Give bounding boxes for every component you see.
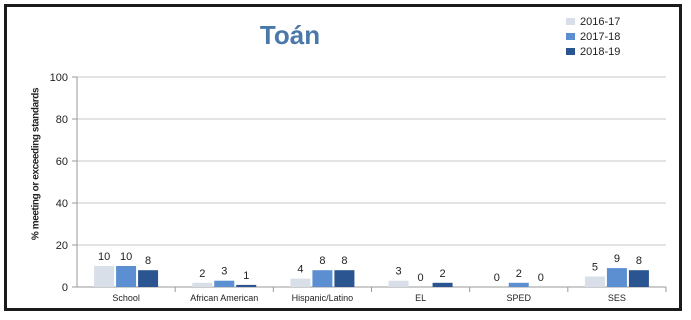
- legend-swatch-2017-18: [566, 33, 575, 40]
- legend-item-2017-18: 2017-18: [566, 29, 620, 44]
- x-tick-label: African American: [190, 293, 258, 303]
- data-label-sped-2017-18: 2: [516, 268, 522, 280]
- chart-frame: [4, 4, 682, 311]
- x-tick-label: EL: [415, 293, 426, 303]
- bar-ses-2017-18: [606, 268, 627, 287]
- data-label-ses-2017-18: 9: [614, 253, 620, 265]
- x-tick-label: SPED: [506, 293, 531, 303]
- data-label-african-american-2018-19: 1: [243, 270, 249, 282]
- y-tick-label-60: 60: [56, 156, 68, 168]
- bar-school-2018-19: [138, 270, 159, 287]
- bar-ses-2016-17: [584, 276, 605, 287]
- legend-label-2016-17: 2016-17: [580, 15, 621, 28]
- y-tick-label-40: 40: [56, 198, 68, 210]
- bar-african-american-2018-19: [236, 284, 257, 287]
- data-label-ses-2016-17: 5: [592, 262, 598, 274]
- data-label-el-2018-19: 2: [440, 268, 446, 280]
- y-tick-label-20: 20: [56, 240, 68, 252]
- legend-label-2018-19: 2018-19: [580, 45, 621, 58]
- data-label-school-2017-18: 10: [120, 251, 132, 263]
- chart-legend: 2016-17 2017-18 2018-19: [566, 14, 620, 59]
- legend-label-2017-18: 2017-18: [580, 30, 621, 43]
- data-label-hispanic-latino-2018-19: 8: [341, 255, 347, 267]
- data-label-school-2016-17: 10: [98, 251, 110, 263]
- legend-swatch-2018-19: [566, 48, 575, 55]
- data-label-sped-2016-17: 0: [494, 272, 500, 284]
- legend-swatch-2016-17: [566, 18, 575, 25]
- y-tick-label-100: 100: [50, 72, 68, 84]
- bar-el-2016-17: [388, 280, 409, 287]
- chart-title: Toán: [259, 20, 321, 50]
- bar-school-2017-18: [116, 266, 137, 287]
- bar-african-american-2017-18: [214, 280, 235, 287]
- y-tick-label-0: 0: [62, 282, 68, 294]
- bar-hispanic-latino-2017-18: [312, 270, 333, 287]
- data-label-sped-2018-19: 0: [538, 272, 544, 284]
- data-label-el-2016-17: 3: [396, 266, 402, 278]
- legend-item-2016-17: 2016-17: [566, 14, 620, 29]
- data-label-african-american-2016-17: 2: [199, 268, 205, 280]
- bar-african-american-2016-17: [192, 282, 213, 287]
- x-tick-label: Hispanic/Latino: [292, 293, 354, 303]
- bar-ses-2018-19: [628, 270, 649, 287]
- bar-el-2018-19: [432, 282, 453, 287]
- data-label-hispanic-latino-2017-18: 8: [319, 255, 325, 267]
- data-label-ses-2018-19: 8: [636, 255, 642, 267]
- bar-school-2016-17: [94, 266, 115, 287]
- y-tick-label-80: 80: [56, 114, 68, 126]
- x-tick-label: SES: [608, 293, 626, 303]
- data-label-hispanic-latino-2016-17: 4: [297, 264, 303, 276]
- data-label-el-2017-18: 0: [418, 272, 424, 284]
- data-label-school-2018-19: 8: [145, 255, 151, 267]
- legend-item-2018-19: 2018-19: [566, 44, 620, 59]
- x-tick-label: School: [112, 293, 140, 303]
- bar-hispanic-latino-2016-17: [290, 278, 311, 287]
- bar-hispanic-latino-2018-19: [334, 270, 355, 287]
- data-label-african-american-2017-18: 3: [221, 266, 227, 278]
- bar-sped-2017-18: [508, 282, 529, 287]
